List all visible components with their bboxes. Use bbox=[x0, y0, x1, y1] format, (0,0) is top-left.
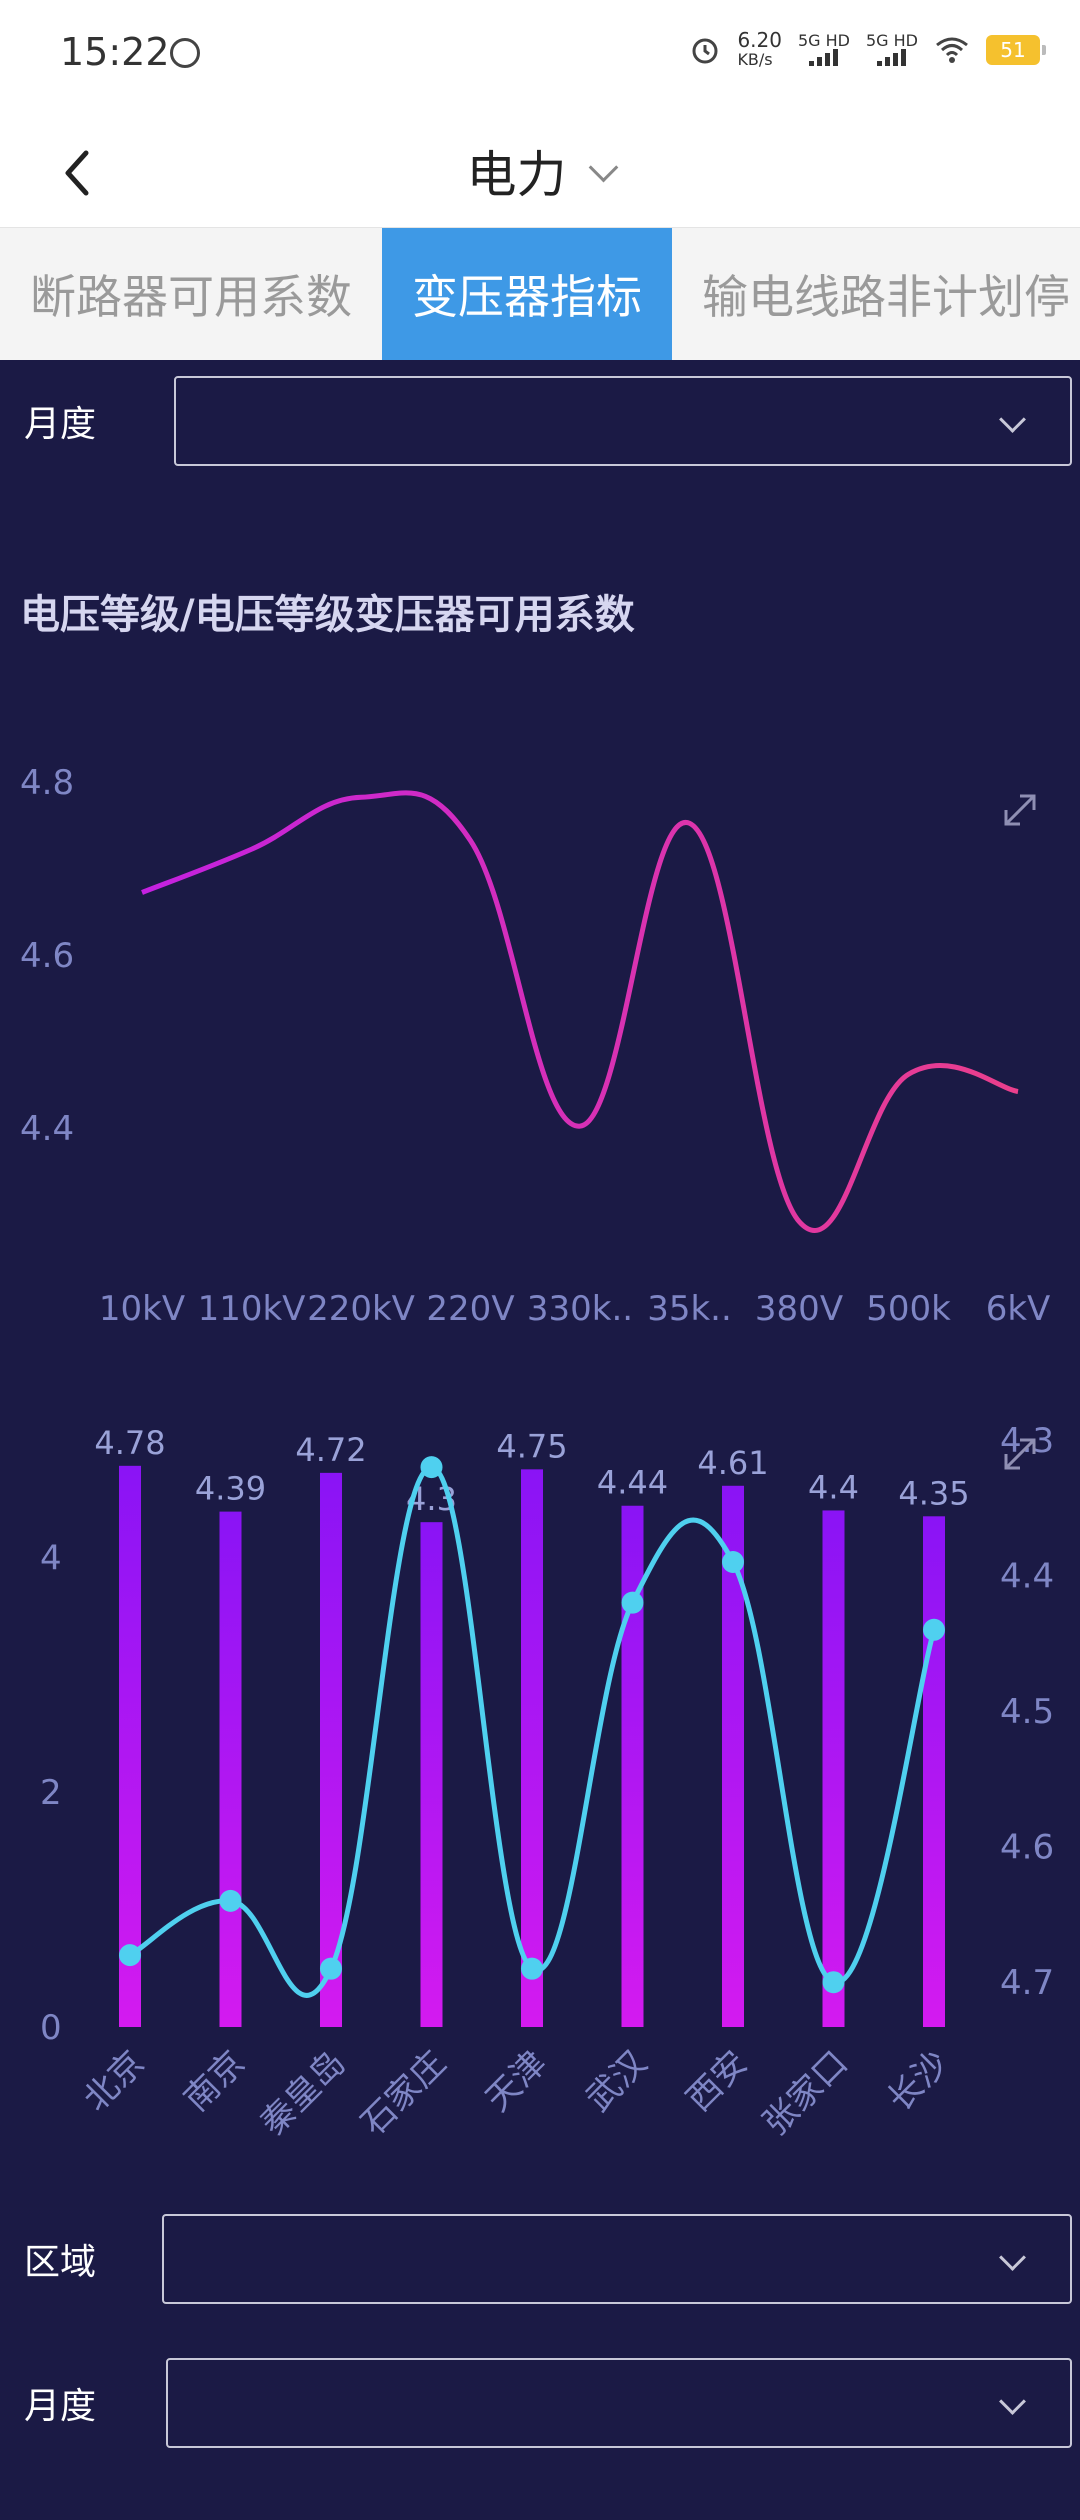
x-tick-label: 南京 bbox=[176, 2043, 252, 2119]
bar-value-label: 4.4 bbox=[808, 1468, 859, 1506]
tab-transformer-index[interactable]: 变压器指标 bbox=[382, 228, 672, 360]
bar-value-label: 4.61 bbox=[697, 1444, 768, 1482]
line-point bbox=[923, 1618, 945, 1641]
bar-value-label: 4.44 bbox=[597, 1464, 668, 1502]
bar bbox=[320, 1472, 342, 2027]
page-title-dropdown[interactable]: 电力 bbox=[0, 135, 1080, 207]
month-label-2: 月度 bbox=[24, 2386, 97, 2427]
x-tick-label: 6kV bbox=[986, 1289, 1051, 1329]
alarm-icon bbox=[692, 38, 718, 64]
x-tick-label: 35k.. bbox=[647, 1289, 732, 1329]
signal-bars-icon bbox=[809, 48, 839, 66]
x-tick-label: 天津 bbox=[478, 2043, 554, 2119]
bar-value-label: 4.39 bbox=[195, 1470, 266, 1508]
y-tick-label: 4.6 bbox=[20, 936, 74, 976]
back-icon[interactable] bbox=[50, 143, 110, 203]
status-bar: 15:22 6.20 KB/s 5G HD 5G HD 51 bbox=[0, 0, 1080, 115]
x-tick-label: 张家口 bbox=[755, 2043, 855, 2143]
x-tick-label: 北京 bbox=[76, 2043, 152, 2119]
x-tick-label: 西安 bbox=[679, 2043, 755, 2119]
chart1-title: 电压等级/电压等级变压器可用系数 bbox=[20, 592, 635, 638]
line-point bbox=[521, 1957, 543, 1980]
net-speed: 6.20 KB/s bbox=[737, 30, 782, 70]
bar bbox=[822, 1510, 845, 2027]
x-tick-label: 500k bbox=[866, 1289, 951, 1329]
sim1-signal: 5G HD bbox=[797, 31, 850, 66]
month-select[interactable] bbox=[174, 376, 1072, 466]
bar-value-label: 4.35 bbox=[898, 1474, 969, 1512]
y-tick-label: 4.4 bbox=[20, 1109, 74, 1149]
series-line bbox=[141, 790, 1019, 1233]
line-point bbox=[420, 1456, 443, 1479]
net-speed-value: 6.20 bbox=[737, 28, 782, 52]
region-label: 区域 bbox=[24, 2242, 97, 2283]
nav-bar: 电力 bbox=[0, 115, 1080, 228]
x-tick-label: 武汉 bbox=[578, 2043, 654, 2119]
tab-bar: 断路器可用系数 变压器指标 输电线路非计划停 bbox=[0, 228, 1080, 360]
line-point bbox=[119, 1944, 141, 1967]
sim2-signal: 5G HD bbox=[865, 31, 918, 66]
bar-value-label: 4.72 bbox=[295, 1431, 366, 1469]
signal-bars-icon bbox=[877, 48, 907, 66]
net-speed-unit: KB/s bbox=[737, 50, 773, 69]
city-bar-line-chart: 420 4.34.44.54.64.7 4.784.394.724.34.754… bbox=[40, 1421, 1054, 2143]
line-point bbox=[621, 1591, 644, 1614]
expand-icon[interactable] bbox=[1004, 794, 1036, 826]
y-right-tick-label: 4.7 bbox=[1000, 1963, 1054, 2003]
chevron-down-icon bbox=[588, 152, 618, 183]
month-label: 月度 bbox=[24, 404, 97, 445]
page-title: 电力 bbox=[466, 146, 567, 204]
bar bbox=[621, 1505, 644, 2027]
voltage-line-chart: 4.8 4.6 4.4 10kV 110kV 220kV 220V 330k.. 35k.. 3… bbox=[20, 763, 1051, 1329]
bar bbox=[219, 1511, 242, 2027]
filter-region-row: 区域 bbox=[0, 2214, 1080, 2304]
y-right-tick-label: 4.6 bbox=[1000, 1828, 1054, 1868]
filter-month-row-2: 月度 bbox=[0, 2358, 1080, 2448]
notification-icon bbox=[170, 38, 200, 68]
x-tick-label: 220kV bbox=[307, 1289, 415, 1329]
x-tick-label: 长沙 bbox=[880, 2043, 956, 2119]
x-tick-label: 110kV bbox=[198, 1289, 306, 1329]
bar bbox=[420, 1522, 443, 2027]
y-left-tick-label: 4 bbox=[40, 1538, 62, 1578]
line-point bbox=[320, 1957, 342, 1980]
x-tick-label: 10kV bbox=[99, 1289, 185, 1329]
line-point bbox=[822, 1971, 845, 1994]
x-tick-label: 石家庄 bbox=[353, 2043, 453, 2143]
sim2-label: 5G HD bbox=[865, 31, 918, 50]
y-left-tick-label: 2 bbox=[40, 1773, 62, 1813]
bar bbox=[119, 1465, 141, 2027]
y-right-tick-label: 4.5 bbox=[1000, 1692, 1054, 1732]
status-time: 15:22 bbox=[60, 30, 170, 74]
x-tick-label: 380V bbox=[755, 1289, 843, 1329]
y-left-tick-label: 0 bbox=[40, 2008, 62, 2048]
status-right: 6.20 KB/s 5G HD 5G HD 51 bbox=[689, 30, 1046, 70]
tab-line-unplanned-outage[interactable]: 输电线路非计划停 bbox=[702, 270, 1070, 324]
sim1-label: 5G HD bbox=[797, 31, 850, 50]
filter-month-row: 月度 bbox=[0, 376, 1080, 466]
wifi-icon bbox=[936, 37, 968, 63]
chevron-down-icon bbox=[999, 406, 1026, 433]
x-tick-label: 330k.. bbox=[527, 1289, 633, 1329]
tab-breaker-availability[interactable]: 断路器可用系数 bbox=[30, 270, 352, 324]
chevron-down-icon bbox=[999, 2244, 1026, 2271]
line-point bbox=[722, 1551, 744, 1573]
y-tick-label: 4.8 bbox=[20, 763, 74, 803]
x-tick-label: 秦皇岛 bbox=[253, 2043, 353, 2143]
bar-value-label: 4.78 bbox=[94, 1424, 165, 1462]
chevron-down-icon bbox=[999, 2388, 1026, 2415]
bar-value-label: 4.75 bbox=[496, 1427, 567, 1465]
battery-icon: 51 bbox=[986, 35, 1046, 65]
region-select[interactable] bbox=[162, 2214, 1072, 2304]
line-point bbox=[219, 1889, 242, 1912]
expand-icon[interactable] bbox=[1004, 1438, 1036, 1470]
month-select-2[interactable] bbox=[166, 2358, 1072, 2448]
bar bbox=[521, 1469, 543, 2027]
bar bbox=[923, 1516, 945, 2027]
bar bbox=[722, 1485, 744, 2027]
x-tick-label: 220V bbox=[426, 1289, 514, 1329]
y-right-tick-label: 4.4 bbox=[1000, 1557, 1054, 1597]
